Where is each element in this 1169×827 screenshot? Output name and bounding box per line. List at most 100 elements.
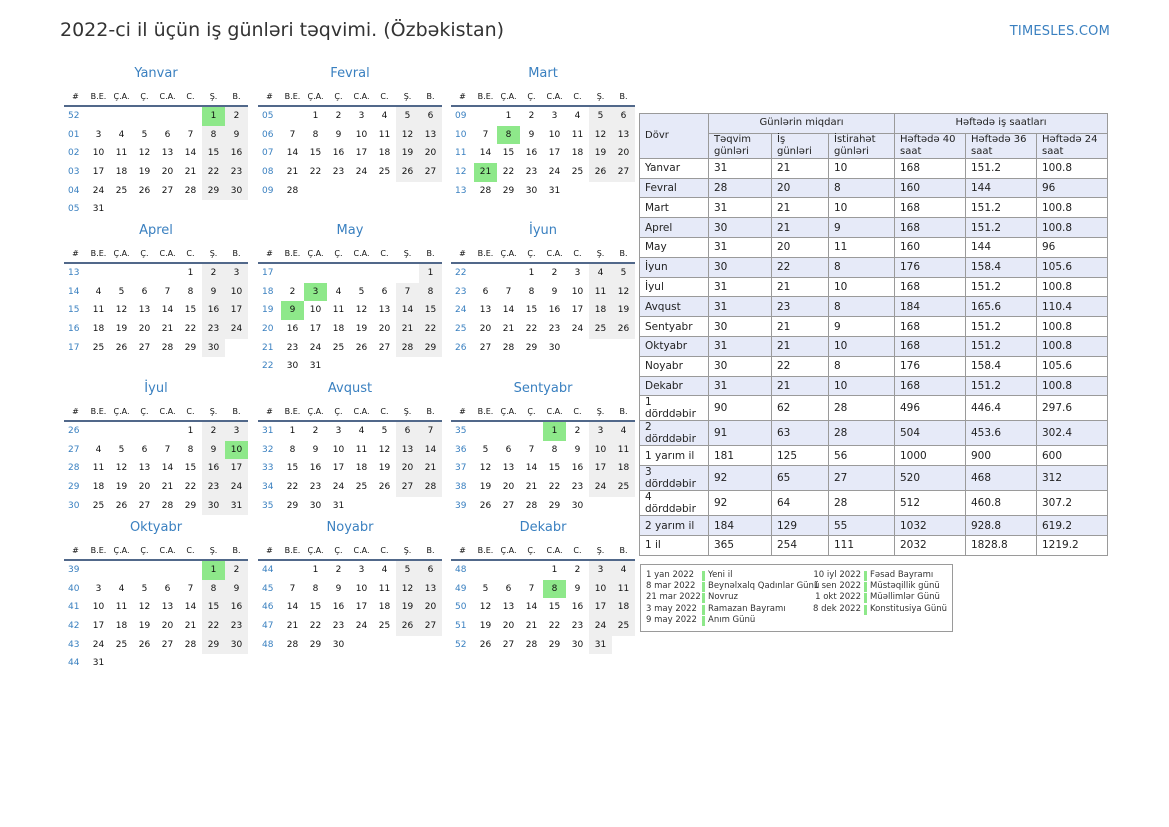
empty-cell xyxy=(110,561,133,580)
empty-cell xyxy=(350,497,373,516)
weekday-header: Ş. xyxy=(589,404,612,422)
day-cell: 10 xyxy=(355,583,368,594)
day-cell: 16 xyxy=(202,459,225,479)
day-cell: 12 xyxy=(138,148,151,159)
value-cell: 151.2 xyxy=(965,217,1037,238)
table-row: Yanvar 31 21 10 168 151.2 100.8 xyxy=(639,157,1108,179)
day-cell: 23 xyxy=(525,167,538,178)
day-cell: 16 xyxy=(225,144,248,164)
weekday-header: C.A. xyxy=(543,246,566,264)
day-cell: 22 xyxy=(548,621,561,632)
day-cell: 16 xyxy=(309,463,322,474)
value-cell: 27 xyxy=(828,465,895,492)
day-cell: 20 xyxy=(479,324,492,335)
empty-cell xyxy=(589,339,612,358)
day-cell: 16 xyxy=(525,148,538,159)
day-cell: 18 xyxy=(612,598,635,618)
day-cell: 23 xyxy=(548,324,561,335)
day-cell: 10 xyxy=(589,579,612,599)
day-cell: 20 xyxy=(502,621,515,632)
weekday-header: C. xyxy=(566,89,589,107)
day-cell: 19 xyxy=(589,144,612,164)
week-number-header: # xyxy=(64,543,87,561)
weekday-header: Ç.A. xyxy=(110,89,133,107)
empty-cell xyxy=(612,497,635,516)
value-cell: 65 xyxy=(771,465,829,492)
day-cell: 17 xyxy=(92,621,105,632)
weekday-header: Ş. xyxy=(396,89,419,107)
month-grid: # B.E. Ç.A. Ç. C.A. C. Ş. B. 52 1 2 01 3 4 5 6 7 8 9 02 10 11… xyxy=(64,89,248,219)
week-number: 14 xyxy=(68,286,80,297)
value-cell: 168 xyxy=(894,197,966,219)
day-cell: 26 xyxy=(355,342,368,353)
day-cell: 26 xyxy=(115,500,128,511)
weekday-header: B. xyxy=(419,404,442,422)
legend-holiday-name: Beynəlxalq Qadınlar Günü xyxy=(708,581,820,592)
day-cell: 16 xyxy=(286,324,299,335)
day-cell: 11 xyxy=(355,444,368,455)
week-number-header: # xyxy=(258,543,281,561)
day-cell: 28 xyxy=(184,185,197,196)
table-row: Fevral 28 20 8 160 144 96 xyxy=(639,177,1108,199)
day-cell: 14 xyxy=(396,301,419,321)
legend-date: 21 mar 2022 xyxy=(646,592,701,603)
value-cell: 28 xyxy=(828,490,895,517)
day-cell: 7 xyxy=(482,129,489,140)
empty-cell xyxy=(589,497,612,516)
table-row: May 31 20 11 160 144 96 xyxy=(639,236,1108,258)
day-cell: 24 xyxy=(571,324,584,335)
weekday-header: C. xyxy=(373,246,396,264)
empty-cell xyxy=(497,561,520,580)
day-cell: 18 xyxy=(92,324,105,335)
day-cell: 14 xyxy=(161,305,174,316)
month-5: May # B.E. Ç.A. Ç. C.A. C. Ş. B. 17 1 18 2 3 4 5 6 7 8 19 9 1… xyxy=(258,222,442,376)
value-cell: 22 xyxy=(771,355,829,377)
value-cell: 110.4 xyxy=(1036,296,1108,318)
day-cell: 13 xyxy=(161,602,174,613)
day-cell: 21 xyxy=(286,167,299,178)
day-cell: 4 xyxy=(612,422,635,441)
legend-date: 1 sen 2022 xyxy=(813,581,862,592)
day-cell: 19 xyxy=(138,167,151,178)
week-number: 09 xyxy=(262,185,274,196)
week-number: 12 xyxy=(455,167,467,178)
day-cell: 5 xyxy=(118,444,125,455)
day-cell: 1 xyxy=(202,561,225,580)
weekday-header: Ç.A. xyxy=(497,404,520,422)
day-cell: 21 xyxy=(525,621,538,632)
holiday-marker-icon xyxy=(702,571,705,581)
day-cell: 27 xyxy=(479,342,492,353)
day-cell: 15 xyxy=(202,144,225,164)
day-cell: 10 xyxy=(332,444,345,455)
week-number: 28 xyxy=(68,463,80,474)
table-row: 2 yarım il 184 129 55 1032 928.8 619.2 xyxy=(639,515,1108,536)
value-cell: 92 xyxy=(708,490,772,517)
weekday-header: Ç.A. xyxy=(304,404,327,422)
day-cell: 13 xyxy=(378,305,391,316)
week-number: 39 xyxy=(455,500,467,511)
holiday-marker-icon xyxy=(864,593,867,604)
week-number: 36 xyxy=(455,444,467,455)
empty-cell xyxy=(133,654,156,673)
day-cell: 9 xyxy=(335,129,342,140)
empty-cell xyxy=(327,357,350,376)
period-cell: Avqust xyxy=(639,296,709,318)
empty-cell xyxy=(350,636,373,655)
day-cell: 7 xyxy=(289,583,296,594)
day-cell: 23 xyxy=(571,482,584,493)
day-cell: 24 xyxy=(332,482,345,493)
legend-holiday-name: Novruz xyxy=(708,592,738,603)
value-cell: 21 xyxy=(771,335,829,357)
value-cell: 160 xyxy=(894,177,966,199)
day-cell: 22 xyxy=(502,167,515,178)
empty-cell xyxy=(474,264,497,283)
table-row: Noyabr 30 22 8 176 158.4 105.6 xyxy=(639,355,1108,377)
day-cell: 8 xyxy=(187,286,194,297)
site-link[interactable]: TIMESLES.COM xyxy=(1009,24,1110,39)
summary-table: Dövr Günlərin miqdarı Həftədə iş saatlar… xyxy=(639,113,1108,556)
weekday-header: Ç. xyxy=(133,89,156,107)
legend-item: 9 may 2022 Anım Günü xyxy=(646,615,868,626)
weekday-header: B.E. xyxy=(87,404,110,422)
day-cell: 3 xyxy=(358,111,365,121)
day-cell: 3 xyxy=(358,565,365,575)
